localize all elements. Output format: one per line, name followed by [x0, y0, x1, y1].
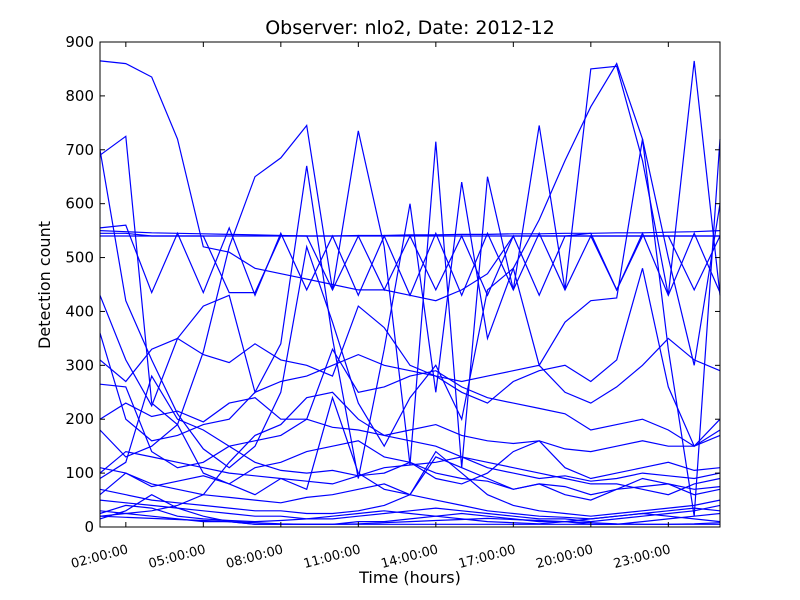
series-line-22 — [99, 440, 721, 496]
plot-frame — [99, 41, 721, 528]
y-tick-label: 100 — [65, 464, 94, 482]
y-axis-ticks: 0 100 200 300 400 500 600 700 800 900 — [65, 33, 720, 536]
series-line-17 — [99, 499, 721, 523]
y-tick-label: 500 — [65, 249, 94, 267]
series-line-4 — [100, 232, 721, 297]
chart-title: Observer: nlo2, Date: 2012-12 — [265, 17, 555, 39]
y-tick-label: 800 — [65, 87, 94, 105]
series-line-24 — [99, 483, 721, 520]
y-axis-label: Detection count — [35, 221, 54, 349]
series-line-7 — [99, 62, 721, 517]
x-axis-label: Time (hours) — [358, 568, 461, 587]
y-tick-label: 700 — [65, 141, 94, 159]
series-line-8 — [99, 138, 721, 469]
series-line-10 — [99, 268, 721, 448]
series-line-5 — [99, 60, 720, 302]
y-tick-label: 300 — [65, 356, 94, 374]
y-tick-label: 0 — [84, 518, 94, 536]
y-tick-label: 600 — [65, 195, 94, 213]
series-line-9 — [99, 332, 721, 442]
series-line-11 — [99, 347, 721, 469]
series-lines — [99, 60, 721, 525]
y-tick-label: 400 — [65, 302, 94, 320]
series-line-20 — [99, 494, 720, 525]
series-line-12 — [99, 397, 721, 453]
series-line-23 — [99, 450, 721, 485]
y-tick-label: 200 — [65, 410, 94, 428]
y-tick-label: 900 — [65, 33, 94, 51]
